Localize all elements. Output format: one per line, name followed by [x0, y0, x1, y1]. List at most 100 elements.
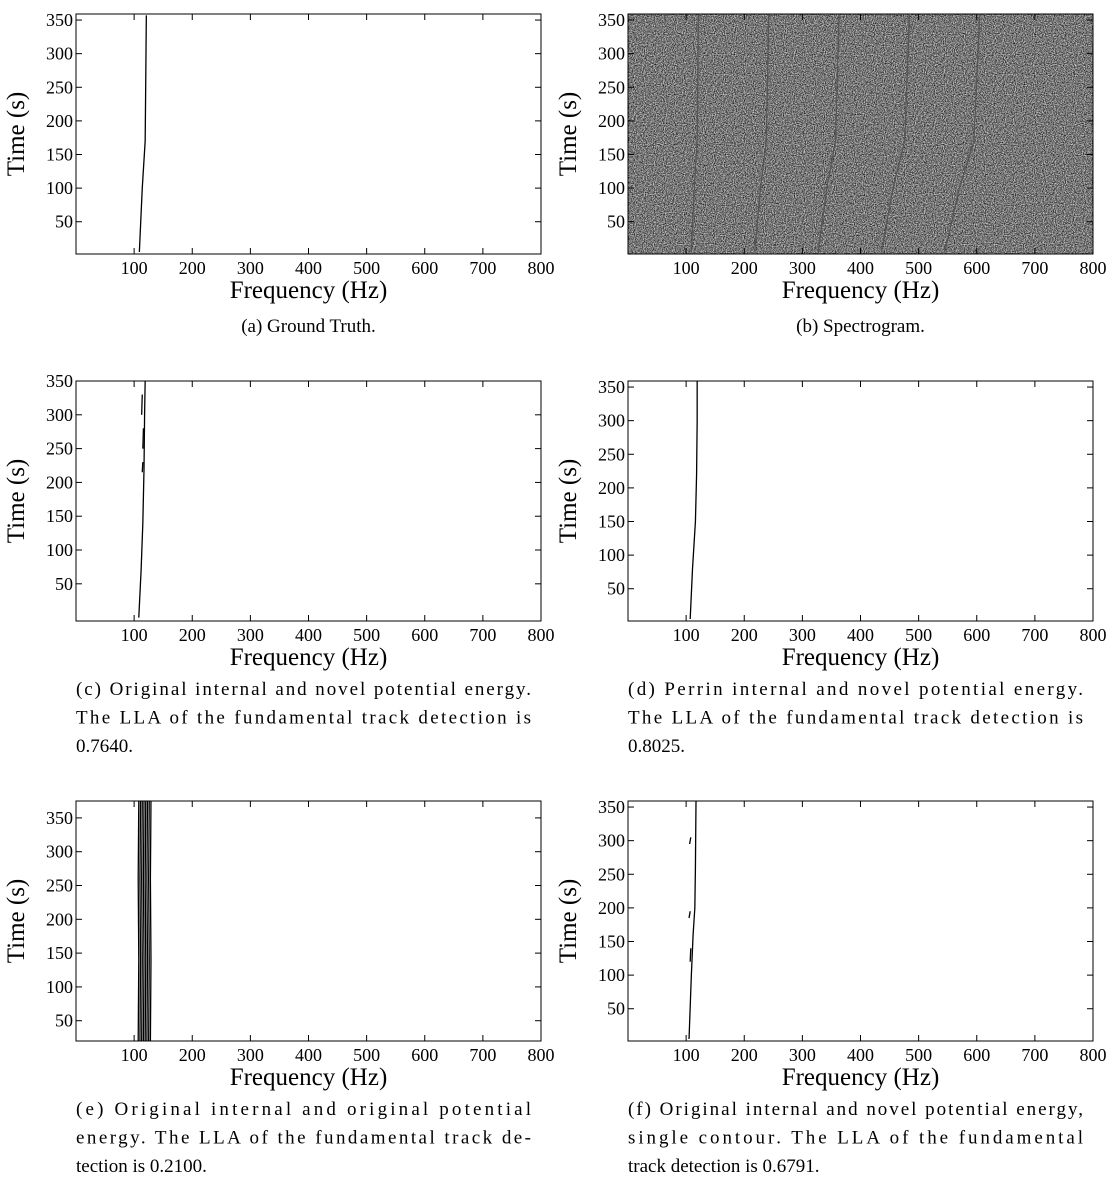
track-line: [138, 381, 146, 618]
y-tick-label: 200: [46, 111, 73, 131]
y-tick-label: 350: [46, 371, 73, 391]
y-tick-label: 150: [598, 512, 625, 532]
x-tick-label: 800: [528, 258, 555, 278]
panel: 100 200 300 400 500 600 700 800 50 100 150 200 250 30…: [3, 10, 555, 337]
track-line: [754, 15, 770, 253]
y-tick-label: 250: [598, 77, 625, 97]
y-axis-label: Time (s): [3, 879, 30, 964]
y-tick-label: 150: [46, 943, 73, 963]
track-line: [144, 801, 147, 1041]
y-tick-label: 350: [598, 377, 625, 397]
x-tick-label: 600: [963, 1045, 990, 1065]
y-axis-label: Time (s): [555, 879, 582, 964]
y-tick-label: 350: [46, 10, 73, 30]
x-tick-label: 100: [121, 625, 148, 645]
track-line: [689, 381, 698, 620]
x-tick-label: 500: [353, 258, 380, 278]
x-tick-label: 200: [179, 625, 206, 645]
track-line: [688, 801, 697, 1040]
caption-line: (d) Perrin internal and novel potential …: [628, 679, 1083, 700]
y-tick-label: 150: [598, 145, 625, 165]
caption-line: 0.7640.: [76, 736, 133, 757]
track-line: [817, 15, 840, 253]
y-tick-label: 150: [598, 932, 625, 952]
axes-frame: [627, 800, 1094, 1042]
x-tick-label: 400: [295, 1045, 322, 1065]
x-tick-label: 500: [905, 1045, 932, 1065]
panel: 100 200 300 400 500 600 700 800 50 100 150 200 250 30…: [555, 377, 1107, 757]
caption-line: (f) Original internal and novel potentia…: [628, 1099, 1083, 1120]
track-line: [138, 15, 147, 253]
y-tick-label: 200: [598, 478, 625, 498]
x-tick-label: 400: [847, 625, 874, 645]
y-tick-label: 200: [598, 898, 625, 918]
x-tick-label: 700: [469, 258, 496, 278]
x-tick-label: 200: [731, 1045, 758, 1065]
track-line: [690, 15, 699, 253]
track-line: [688, 911, 691, 919]
x-tick-label: 300: [237, 625, 264, 645]
y-tick-label: 250: [46, 439, 73, 459]
caption-line: (e) Original internal and original poten…: [76, 1099, 531, 1120]
caption-line: The LLA of the fundamental track detecti…: [628, 708, 1083, 729]
x-tick-label: 500: [353, 1045, 380, 1065]
plot-area: [688, 801, 697, 1040]
caption-line: (a) Ground Truth.: [241, 316, 376, 337]
caption-line: The LLA of the fundamental track detecti…: [76, 708, 531, 729]
y-tick-label: 200: [46, 472, 73, 492]
axes-frame: [75, 380, 542, 622]
y-tick-label: 350: [598, 797, 625, 817]
x-tick-label: 800: [1080, 625, 1107, 645]
y-tick-label: 50: [55, 1011, 73, 1031]
x-tick-label: 400: [847, 258, 874, 278]
caption-line: energy. The LLA of the fundamental track…: [76, 1128, 531, 1149]
panel: 100 200 300 400 500 600 700 800 50 100 150 200 250 30…: [555, 797, 1107, 1177]
y-tick-label: 250: [46, 77, 73, 97]
caption-line: 0.8025.: [628, 736, 685, 757]
x-tick-label: 300: [237, 1045, 264, 1065]
y-tick-label: 200: [46, 909, 73, 929]
y-tick-label: 100: [46, 178, 73, 198]
y-axis-label: Time (s): [3, 92, 30, 177]
x-tick-label: 800: [1080, 258, 1107, 278]
x-tick-label: 300: [789, 1045, 816, 1065]
track-line: [142, 428, 145, 449]
spectrogram-noise: [628, 14, 1093, 254]
x-tick-label: 100: [673, 625, 700, 645]
y-tick-label: 150: [46, 145, 73, 165]
x-tick-label: 600: [411, 258, 438, 278]
y-tick-label: 250: [46, 876, 73, 896]
y-tick-label: 50: [607, 579, 625, 599]
x-axis-label: Frequency (Hz): [782, 277, 940, 304]
y-tick-label: 100: [598, 965, 625, 985]
x-tick-label: 300: [237, 258, 264, 278]
x-tick-label: 100: [673, 258, 700, 278]
y-tick-label: 350: [598, 10, 625, 30]
x-tick-label: 700: [1021, 625, 1048, 645]
panel: 100 200 300 400 500 600 700 800 50 100 150 200 250 30…: [3, 800, 555, 1177]
y-tick-label: 350: [46, 808, 73, 828]
y-tick-label: 300: [598, 411, 625, 431]
x-tick-label: 800: [528, 625, 555, 645]
y-tick-label: 100: [46, 540, 73, 560]
x-tick-label: 100: [121, 1045, 148, 1065]
x-tick-label: 700: [469, 1045, 496, 1065]
y-tick-label: 50: [55, 574, 73, 594]
y-axis-label: Time (s): [3, 459, 30, 544]
x-tick-label: 300: [789, 625, 816, 645]
track-line: [141, 394, 143, 415]
plot-area: [138, 15, 147, 253]
x-tick-label: 700: [1021, 258, 1048, 278]
x-tick-label: 200: [731, 258, 758, 278]
caption-line: (c) Original internal and novel potentia…: [76, 679, 531, 700]
caption-line: tection is 0.2100.: [76, 1156, 207, 1177]
x-tick-label: 600: [411, 1045, 438, 1065]
track-line: [139, 801, 142, 1041]
x-tick-label: 800: [528, 1045, 555, 1065]
track-line: [141, 801, 143, 1041]
x-tick-label: 600: [411, 625, 438, 645]
y-tick-label: 200: [598, 111, 625, 131]
x-tick-label: 700: [469, 625, 496, 645]
y-tick-label: 300: [46, 44, 73, 64]
